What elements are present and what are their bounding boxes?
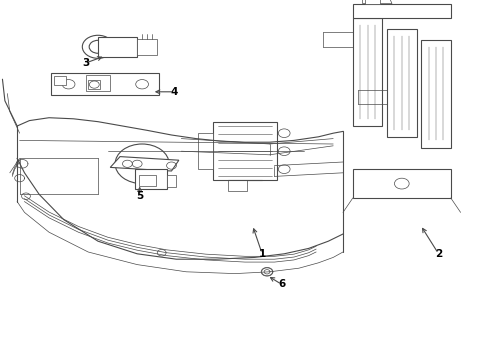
Bar	[54, 76, 66, 85]
Text: 5: 5	[136, 191, 143, 201]
Text: 4: 4	[170, 87, 178, 97]
Text: 6: 6	[278, 279, 285, 289]
Circle shape	[115, 144, 169, 184]
Bar	[387, 29, 416, 137]
Bar	[88, 80, 100, 89]
Bar	[228, 180, 247, 191]
Bar	[51, 73, 159, 95]
Bar	[135, 169, 167, 189]
Polygon shape	[363, 0, 392, 4]
Bar	[353, 169, 451, 198]
Polygon shape	[110, 157, 179, 171]
Bar	[365, 0, 380, 4]
Bar	[353, 18, 382, 126]
Circle shape	[89, 40, 107, 53]
Bar	[353, 4, 451, 18]
Text: 2: 2	[435, 249, 442, 259]
Bar	[198, 133, 213, 169]
Bar	[86, 75, 110, 91]
Circle shape	[82, 35, 114, 58]
Bar	[213, 122, 277, 180]
Bar	[139, 175, 156, 186]
Bar	[98, 37, 137, 57]
Bar	[167, 175, 176, 187]
Text: 3: 3	[82, 58, 89, 68]
Bar	[137, 39, 157, 55]
Bar	[421, 40, 451, 148]
Text: 1: 1	[259, 249, 266, 259]
